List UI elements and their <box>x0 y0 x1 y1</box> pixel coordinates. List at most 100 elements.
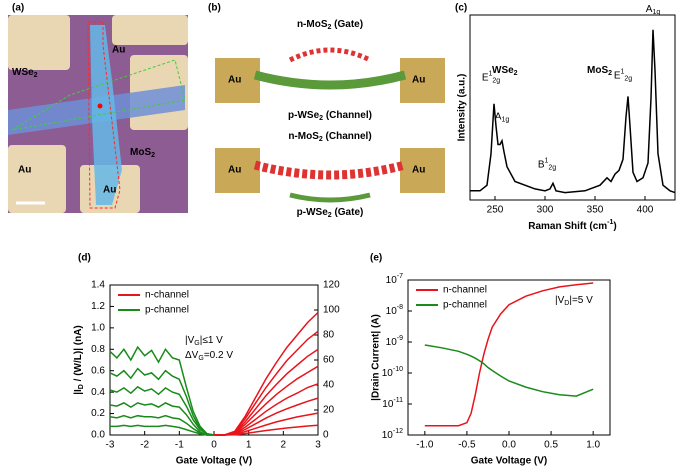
text-part: 2 <box>151 152 155 159</box>
legend-label: n-channel <box>443 285 487 296</box>
text-part: =0.2 V <box>204 350 234 361</box>
layer-label: n-MoS2 (Gate) <box>297 19 363 32</box>
text-part: -1 <box>607 219 613 226</box>
layer-label: p-WSe2 (Gate) <box>297 207 364 220</box>
x-tick-label: -0.5 <box>458 440 476 451</box>
curve <box>109 367 215 436</box>
text-part: -9 <box>397 335 403 342</box>
curve <box>214 348 319 436</box>
y2-tick-label: 60 <box>323 355 335 366</box>
text-part: / (W/L)| (nA) <box>73 325 84 384</box>
text-part: |V <box>555 295 565 306</box>
electrode-label: Au <box>412 75 425 86</box>
text-part: 2g <box>624 76 632 83</box>
panel-label: (d) <box>78 253 91 264</box>
text-part: WSe <box>492 65 514 76</box>
x-tick-label: 350 <box>587 205 604 216</box>
x-axis-label: Gate Voltage (V) <box>176 456 253 467</box>
y2-tick-label: 100 <box>323 305 340 316</box>
x-tick-label: -1.0 <box>416 440 434 451</box>
text-part: 2 <box>328 212 332 219</box>
text-part: p-WSe <box>288 110 320 121</box>
y-tick-label: 10-8 <box>386 304 403 316</box>
text-part: 1g <box>652 9 660 16</box>
curve <box>214 412 319 436</box>
text-part: MoS <box>587 65 608 76</box>
annotation: |VG|≤1 V <box>185 335 223 348</box>
x-tick-label: -1 <box>175 440 184 451</box>
text-part: Raman Shift (cm <box>528 221 607 232</box>
text-part: 1g <box>501 117 509 124</box>
y2-tick-label: 40 <box>323 380 335 391</box>
curve <box>214 424 319 436</box>
text-part: 10 <box>382 430 394 441</box>
y-axis-label: |Drain Current| (A) <box>371 314 382 401</box>
text-part: G <box>194 340 199 347</box>
x-axis-label: Raman Shift (cm-1) <box>528 219 616 231</box>
text-part: 2 <box>319 136 323 143</box>
text-part: 2 <box>34 72 38 79</box>
legend-label: p-channel <box>145 305 189 316</box>
x-tick-label: -3 <box>106 440 115 451</box>
text-part: A <box>495 111 502 122</box>
y-tick-label: 0.4 <box>91 387 105 398</box>
text-part: n-MoS <box>288 131 319 142</box>
x-tick-label: 0.5 <box>544 440 558 451</box>
text-part: -11 <box>393 397 403 404</box>
text-part: E <box>614 70 621 81</box>
text-part: (Channel) <box>323 131 372 142</box>
y2-tick-label: 0 <box>323 430 329 441</box>
y-tick-label: 10-10 <box>382 366 403 378</box>
text-part: 2 <box>319 115 323 122</box>
panel-label: (a) <box>12 3 24 14</box>
x-tick-label: 300 <box>537 205 554 216</box>
layer-label: p-WSe2 (Channel) <box>288 110 372 123</box>
text-part: |=5 V <box>569 295 593 306</box>
legend-label: p-channel <box>443 300 487 311</box>
y-tick-label: 10-9 <box>386 335 403 347</box>
text-part: -8 <box>397 304 403 311</box>
x-tick-label: 1.0 <box>586 440 600 451</box>
text-part: 10 <box>386 337 398 348</box>
micrograph <box>8 15 188 213</box>
text-part: 10 <box>386 275 398 286</box>
curve <box>109 414 214 436</box>
text-part: G <box>198 355 203 362</box>
electrode-label: Au <box>112 45 125 56</box>
curve <box>424 344 594 397</box>
curve <box>109 345 215 436</box>
x-tick-label: 250 <box>487 205 504 216</box>
x-tick-label: 0 <box>211 440 217 451</box>
y-tick-label: 1.0 <box>91 322 105 333</box>
electrode-label: Au <box>228 75 241 86</box>
annotation: |VD|=5 V <box>555 295 593 308</box>
curve <box>424 282 594 427</box>
y-tick-label: 10-11 <box>382 397 403 409</box>
schematic <box>215 47 445 203</box>
text-part: (Gate) <box>331 19 363 30</box>
text-part: -10 <box>393 366 403 373</box>
material-label: MoS2 <box>587 65 612 78</box>
text-part: (Gate) <box>332 207 364 218</box>
y-tick-label: 1.2 <box>91 301 105 312</box>
text-part: 2 <box>608 70 612 77</box>
y-tick-label: 10-12 <box>382 428 403 440</box>
text-part: D <box>564 300 569 307</box>
y-axis-label: |ID / (W/L)| (nA) <box>73 325 86 395</box>
y-tick-label: 10-7 <box>386 273 403 285</box>
x-tick-label: -2 <box>140 440 149 451</box>
peak-label: A1g <box>495 111 510 124</box>
text-part: 2g <box>548 165 556 172</box>
x-tick-label: 400 <box>637 205 654 216</box>
electrode-label: Au <box>103 185 116 196</box>
layer-label: n-MoS2 (Channel) <box>288 131 371 144</box>
text-part: MoS <box>130 147 151 158</box>
y2-tick-label: 80 <box>323 330 335 341</box>
text-part: |≤1 V <box>200 335 223 346</box>
material-label: WSe2 <box>12 67 38 80</box>
x-axis-label: Gate Voltage (V) <box>471 456 548 467</box>
text-part: 2 <box>514 70 518 77</box>
panel-label: (b) <box>208 3 221 14</box>
material-label: WSe2 <box>492 65 518 78</box>
